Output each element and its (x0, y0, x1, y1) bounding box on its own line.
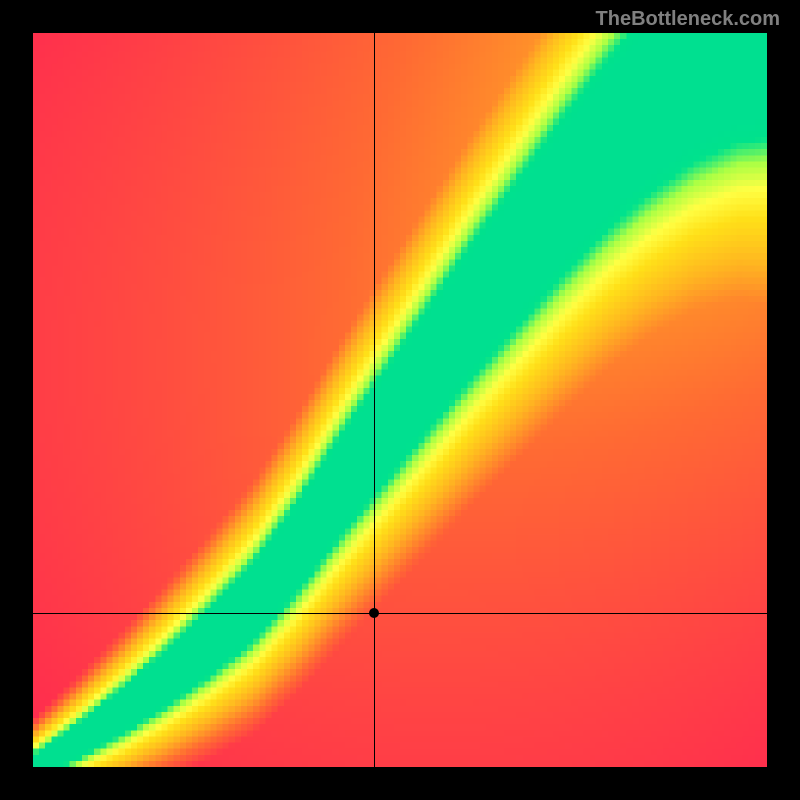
heatmap-canvas (33, 33, 767, 767)
watermark-text: TheBottleneck.com (596, 8, 780, 31)
crosshair-horizontal (33, 613, 767, 614)
marker-dot (369, 608, 379, 618)
crosshair-vertical (374, 33, 375, 767)
heatmap-plot (33, 33, 767, 767)
